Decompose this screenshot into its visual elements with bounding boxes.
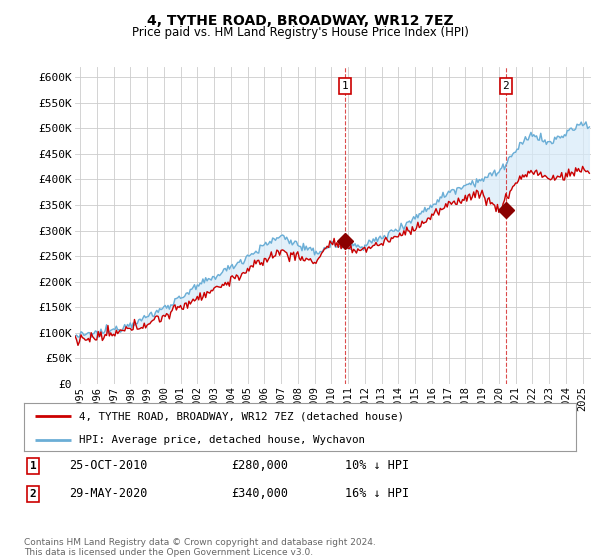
Text: 16% ↓ HPI: 16% ↓ HPI <box>345 487 409 501</box>
Text: £280,000: £280,000 <box>231 459 288 473</box>
Text: 2: 2 <box>29 489 37 499</box>
Text: Price paid vs. HM Land Registry's House Price Index (HPI): Price paid vs. HM Land Registry's House … <box>131 26 469 39</box>
Text: HPI: Average price, detached house, Wychavon: HPI: Average price, detached house, Wych… <box>79 435 365 445</box>
Text: 1: 1 <box>341 81 349 91</box>
Text: 29-MAY-2020: 29-MAY-2020 <box>69 487 148 501</box>
Text: 2: 2 <box>503 81 509 91</box>
Text: 1: 1 <box>29 461 37 471</box>
Text: Contains HM Land Registry data © Crown copyright and database right 2024.
This d: Contains HM Land Registry data © Crown c… <box>24 538 376 557</box>
Text: £340,000: £340,000 <box>231 487 288 501</box>
Text: 25-OCT-2010: 25-OCT-2010 <box>69 459 148 473</box>
Text: 4, TYTHE ROAD, BROADWAY, WR12 7EZ (detached house): 4, TYTHE ROAD, BROADWAY, WR12 7EZ (detac… <box>79 411 404 421</box>
Text: 10% ↓ HPI: 10% ↓ HPI <box>345 459 409 473</box>
Text: 4, TYTHE ROAD, BROADWAY, WR12 7EZ: 4, TYTHE ROAD, BROADWAY, WR12 7EZ <box>146 14 454 28</box>
